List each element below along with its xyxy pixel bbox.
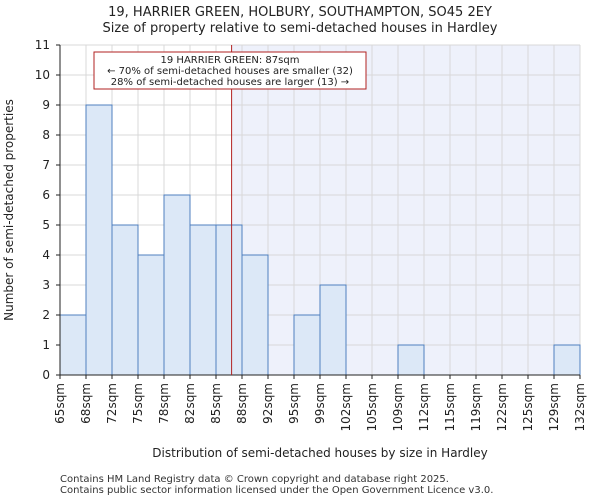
histogram-bar xyxy=(215,224,243,376)
y-tick-label: 8 xyxy=(42,128,50,142)
histogram-bar xyxy=(85,104,113,376)
y-tick-label: 5 xyxy=(42,218,50,232)
chart-title: 19, HARRIER GREEN, HOLBURY, SOUTHAMPTON,… xyxy=(108,5,492,20)
y-tick-label: 3 xyxy=(42,278,50,292)
histogram-bar xyxy=(111,224,139,376)
histogram-bar xyxy=(241,254,269,376)
y-tick-label: 6 xyxy=(42,188,50,202)
y-tick-label: 2 xyxy=(42,308,50,322)
x-tick-label: 119sqm xyxy=(469,383,483,431)
y-tick-label: 9 xyxy=(42,98,50,112)
x-tick-label: 78sqm xyxy=(157,383,171,424)
y-tick-label: 11 xyxy=(35,38,50,52)
x-tick-label: 112sqm xyxy=(417,383,431,431)
x-tick-label: 99sqm xyxy=(313,383,327,424)
x-tick-label: 125sqm xyxy=(521,383,535,431)
y-tick-label: 1 xyxy=(42,338,50,352)
x-tick-label: 65sqm xyxy=(53,383,67,424)
histogram-bar xyxy=(163,194,191,376)
y-tick-label: 4 xyxy=(42,248,50,262)
y-tick-label: 0 xyxy=(42,368,50,382)
histogram-bar xyxy=(293,314,321,376)
histogram-bar xyxy=(189,224,217,376)
x-tick-label: 122sqm xyxy=(495,383,509,431)
annotation-smaller: ← 70% of semi-detached houses are smalle… xyxy=(107,66,353,77)
histogram-bar xyxy=(397,344,425,376)
histogram-bar xyxy=(59,314,87,376)
x-tick-label: 75sqm xyxy=(131,383,145,424)
x-tick-label: 105sqm xyxy=(365,383,379,431)
y-axis-label: Number of semi-detached properties xyxy=(2,99,16,321)
x-tick-label: 72sqm xyxy=(105,383,119,424)
x-tick-label: 129sqm xyxy=(547,383,561,431)
histogram-bar xyxy=(319,284,347,376)
x-tick-label: 132sqm xyxy=(573,383,587,431)
footer-licence: Contains public sector information licen… xyxy=(60,485,494,496)
x-tick-label: 115sqm xyxy=(443,383,457,431)
x-tick-label: 88sqm xyxy=(235,383,249,424)
property-annotation: 19 HARRIER GREEN: 87sqm ← 70% of semi-de… xyxy=(93,51,367,90)
x-tick-label: 82sqm xyxy=(183,383,197,424)
annotation-larger: 28% of semi-detached houses are larger (… xyxy=(111,77,349,88)
x-axis-label: Distribution of semi-detached houses by … xyxy=(152,446,487,460)
annotation-box xyxy=(93,51,367,90)
annotation-title: 19 HARRIER GREEN: 87sqm xyxy=(161,55,300,66)
histogram-bar xyxy=(137,254,165,376)
larger-properties-region xyxy=(231,45,580,375)
x-tick-label: 109sqm xyxy=(391,383,405,431)
x-tick-label: 95sqm xyxy=(287,383,301,424)
y-tick-label: 7 xyxy=(42,158,50,172)
histogram-bar xyxy=(553,344,581,376)
chart-subtitle: Size of property relative to semi-detach… xyxy=(102,21,498,36)
x-tick-label: 85sqm xyxy=(209,383,223,424)
x-tick-label: 68sqm xyxy=(79,383,93,424)
y-tick-label: 10 xyxy=(35,68,50,82)
x-tick-label: 102sqm xyxy=(339,383,353,431)
footer-copyright: Contains HM Land Registry data © Crown c… xyxy=(60,474,449,485)
x-tick-label: 92sqm xyxy=(261,383,275,424)
